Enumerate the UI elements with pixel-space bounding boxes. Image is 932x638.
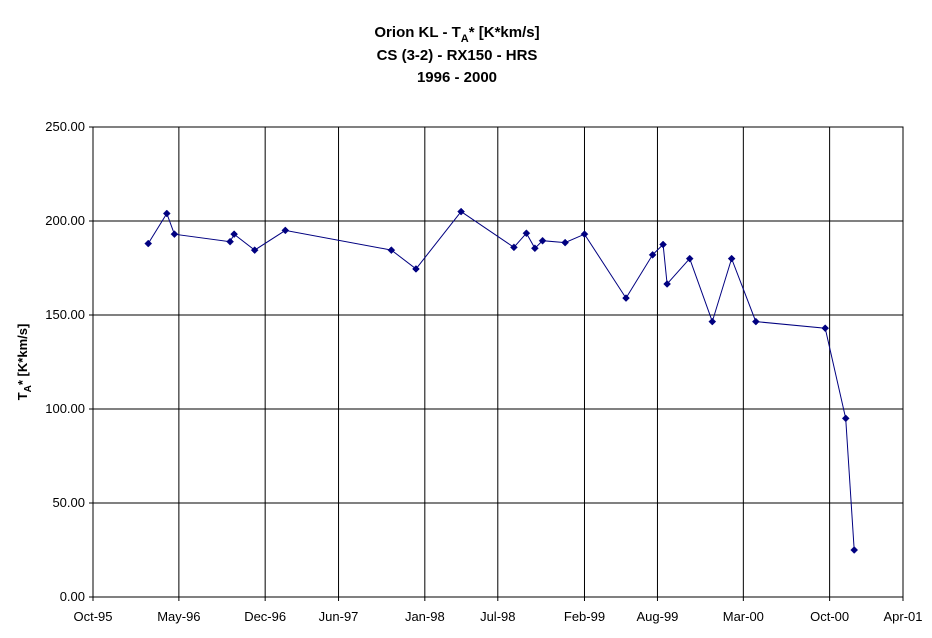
data-point [162, 209, 171, 218]
data-point [230, 230, 238, 239]
x-tick-label: Feb-99 [564, 609, 605, 624]
x-tick-label: Dec-96 [244, 609, 286, 624]
data-point [708, 317, 717, 326]
y-tick-label: 0.00 [60, 589, 85, 604]
chart-title-line2: CS (3-2) - RX150 - HRS [377, 47, 538, 64]
y-tick-label: 150.00 [45, 307, 85, 322]
data-point [648, 250, 657, 259]
data-point [580, 230, 589, 239]
horizontal-gridlines [89, 126, 903, 598]
data-point [727, 254, 736, 263]
x-tick-label: Oct-00 [810, 609, 849, 624]
x-tick-label: Jul-98 [480, 609, 515, 624]
x-axis-tick-labels: Oct-95 May-96 Dec-96 Jun-97 Jan-98 Jul-98 Feb-… [73, 609, 922, 624]
data-point [531, 244, 539, 253]
vertical-gridlines [92, 127, 904, 601]
data-point [170, 230, 179, 239]
data-point [821, 324, 830, 333]
x-tick-label: Aug-99 [636, 609, 678, 624]
data-point [412, 265, 420, 273]
series-markers [144, 207, 859, 554]
series-line [147, 210, 855, 551]
x-tick-label: May-96 [157, 609, 200, 624]
data-point [226, 237, 234, 246]
data-point [281, 226, 290, 235]
chart-title-line1: Orion KL - TA* [K*km/s] [374, 24, 539, 45]
data-point [685, 254, 694, 263]
data-point [751, 317, 760, 326]
y-tick-label: 250.00 [45, 119, 85, 134]
data-point [841, 414, 850, 423]
data-point [622, 294, 630, 302]
data-point [850, 546, 859, 554]
data-point [663, 280, 671, 288]
y-axis-tick-labels: 0.00 50.00 100.00 150.00 200.00 250.00 [45, 119, 85, 604]
data-point [538, 236, 547, 245]
data-point [144, 239, 153, 248]
y-tick-label: 100.00 [45, 401, 85, 416]
data-point [659, 240, 667, 249]
x-tick-label: Mar-00 [723, 609, 764, 624]
data-point [561, 238, 569, 247]
data-point [457, 207, 465, 216]
data-point [250, 246, 259, 254]
data-point [510, 243, 518, 252]
x-tick-label: Apr-01 [883, 609, 922, 624]
data-point [387, 246, 396, 254]
y-tick-label: 50.00 [52, 495, 85, 510]
y-tick-label: 200.00 [45, 213, 85, 228]
x-tick-label: Jan-98 [405, 609, 445, 624]
x-tick-label: Oct-95 [73, 609, 112, 624]
y-axis-label: TA* [K*km/s] [15, 324, 34, 401]
x-tick-label: Jun-97 [319, 609, 359, 624]
data-point [522, 229, 531, 238]
chart-title-line3: 1996 - 2000 [417, 69, 497, 86]
plot-area-border [92, 126, 904, 598]
